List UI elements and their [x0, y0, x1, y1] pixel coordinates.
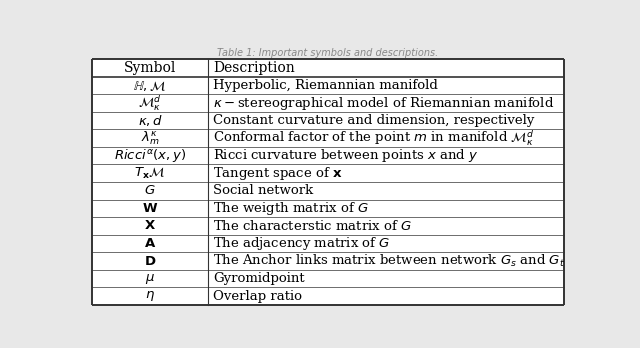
Text: $Ricci^\alpha(x, y)$: $Ricci^\alpha(x, y)$ [114, 147, 186, 164]
Text: $T_{\mathbf{x}}\mathcal{M}$: $T_{\mathbf{x}}\mathcal{M}$ [134, 166, 166, 181]
Text: $\mathbb{H}, \mathcal{M}$: $\mathbb{H}, \mathcal{M}$ [133, 79, 167, 93]
Text: The weigth matrix of $G$: The weigth matrix of $G$ [213, 200, 369, 217]
Text: Gyromidpoint: Gyromidpoint [213, 272, 305, 285]
Text: Hyperbolic, Riemannian manifold: Hyperbolic, Riemannian manifold [213, 79, 438, 92]
Text: $\kappa-$stereographical model of Riemannian manifold: $\kappa-$stereographical model of Rieman… [213, 95, 554, 112]
Text: The Anchor links matrix between network $G_s$ and $G_t$: The Anchor links matrix between network … [213, 253, 565, 269]
Text: $G$: $G$ [144, 184, 156, 197]
Text: $\kappa, d$: $\kappa, d$ [138, 113, 163, 128]
Text: Symbol: Symbol [124, 61, 176, 75]
Text: $\lambda^\kappa_m$: $\lambda^\kappa_m$ [141, 129, 159, 147]
Text: The adjacency matrix of $G$: The adjacency matrix of $G$ [213, 235, 390, 252]
Text: $\mu$: $\mu$ [145, 271, 155, 286]
Text: $\mathbf{X}$: $\mathbf{X}$ [144, 220, 156, 232]
Text: $\mathbf{D}$: $\mathbf{D}$ [144, 254, 156, 268]
Text: $\mathbf{A}$: $\mathbf{A}$ [144, 237, 156, 250]
Text: Tangent space of $\mathbf{x}$: Tangent space of $\mathbf{x}$ [213, 165, 342, 182]
Text: The characterstic matrix of $G$: The characterstic matrix of $G$ [213, 219, 412, 233]
Text: Overlap ratio: Overlap ratio [213, 290, 302, 303]
Text: Conformal factor of the point $m$ in manifold $\mathcal{M}^d_\kappa$: Conformal factor of the point $m$ in man… [213, 128, 534, 148]
Text: Description: Description [213, 61, 294, 75]
Text: $\eta$: $\eta$ [145, 289, 155, 303]
Text: $\mathcal{M}^d_\kappa$: $\mathcal{M}^d_\kappa$ [138, 93, 162, 113]
Text: Social network: Social network [213, 184, 313, 197]
Text: $\mathbf{W}$: $\mathbf{W}$ [142, 202, 158, 215]
Text: Table 1: Important symbols and descriptions.: Table 1: Important symbols and descripti… [218, 48, 438, 58]
Text: Constant curvature and dimension, respectively: Constant curvature and dimension, respec… [213, 114, 534, 127]
Text: Ricci curvature between points $x$ and $y$: Ricci curvature between points $x$ and $… [213, 147, 478, 164]
